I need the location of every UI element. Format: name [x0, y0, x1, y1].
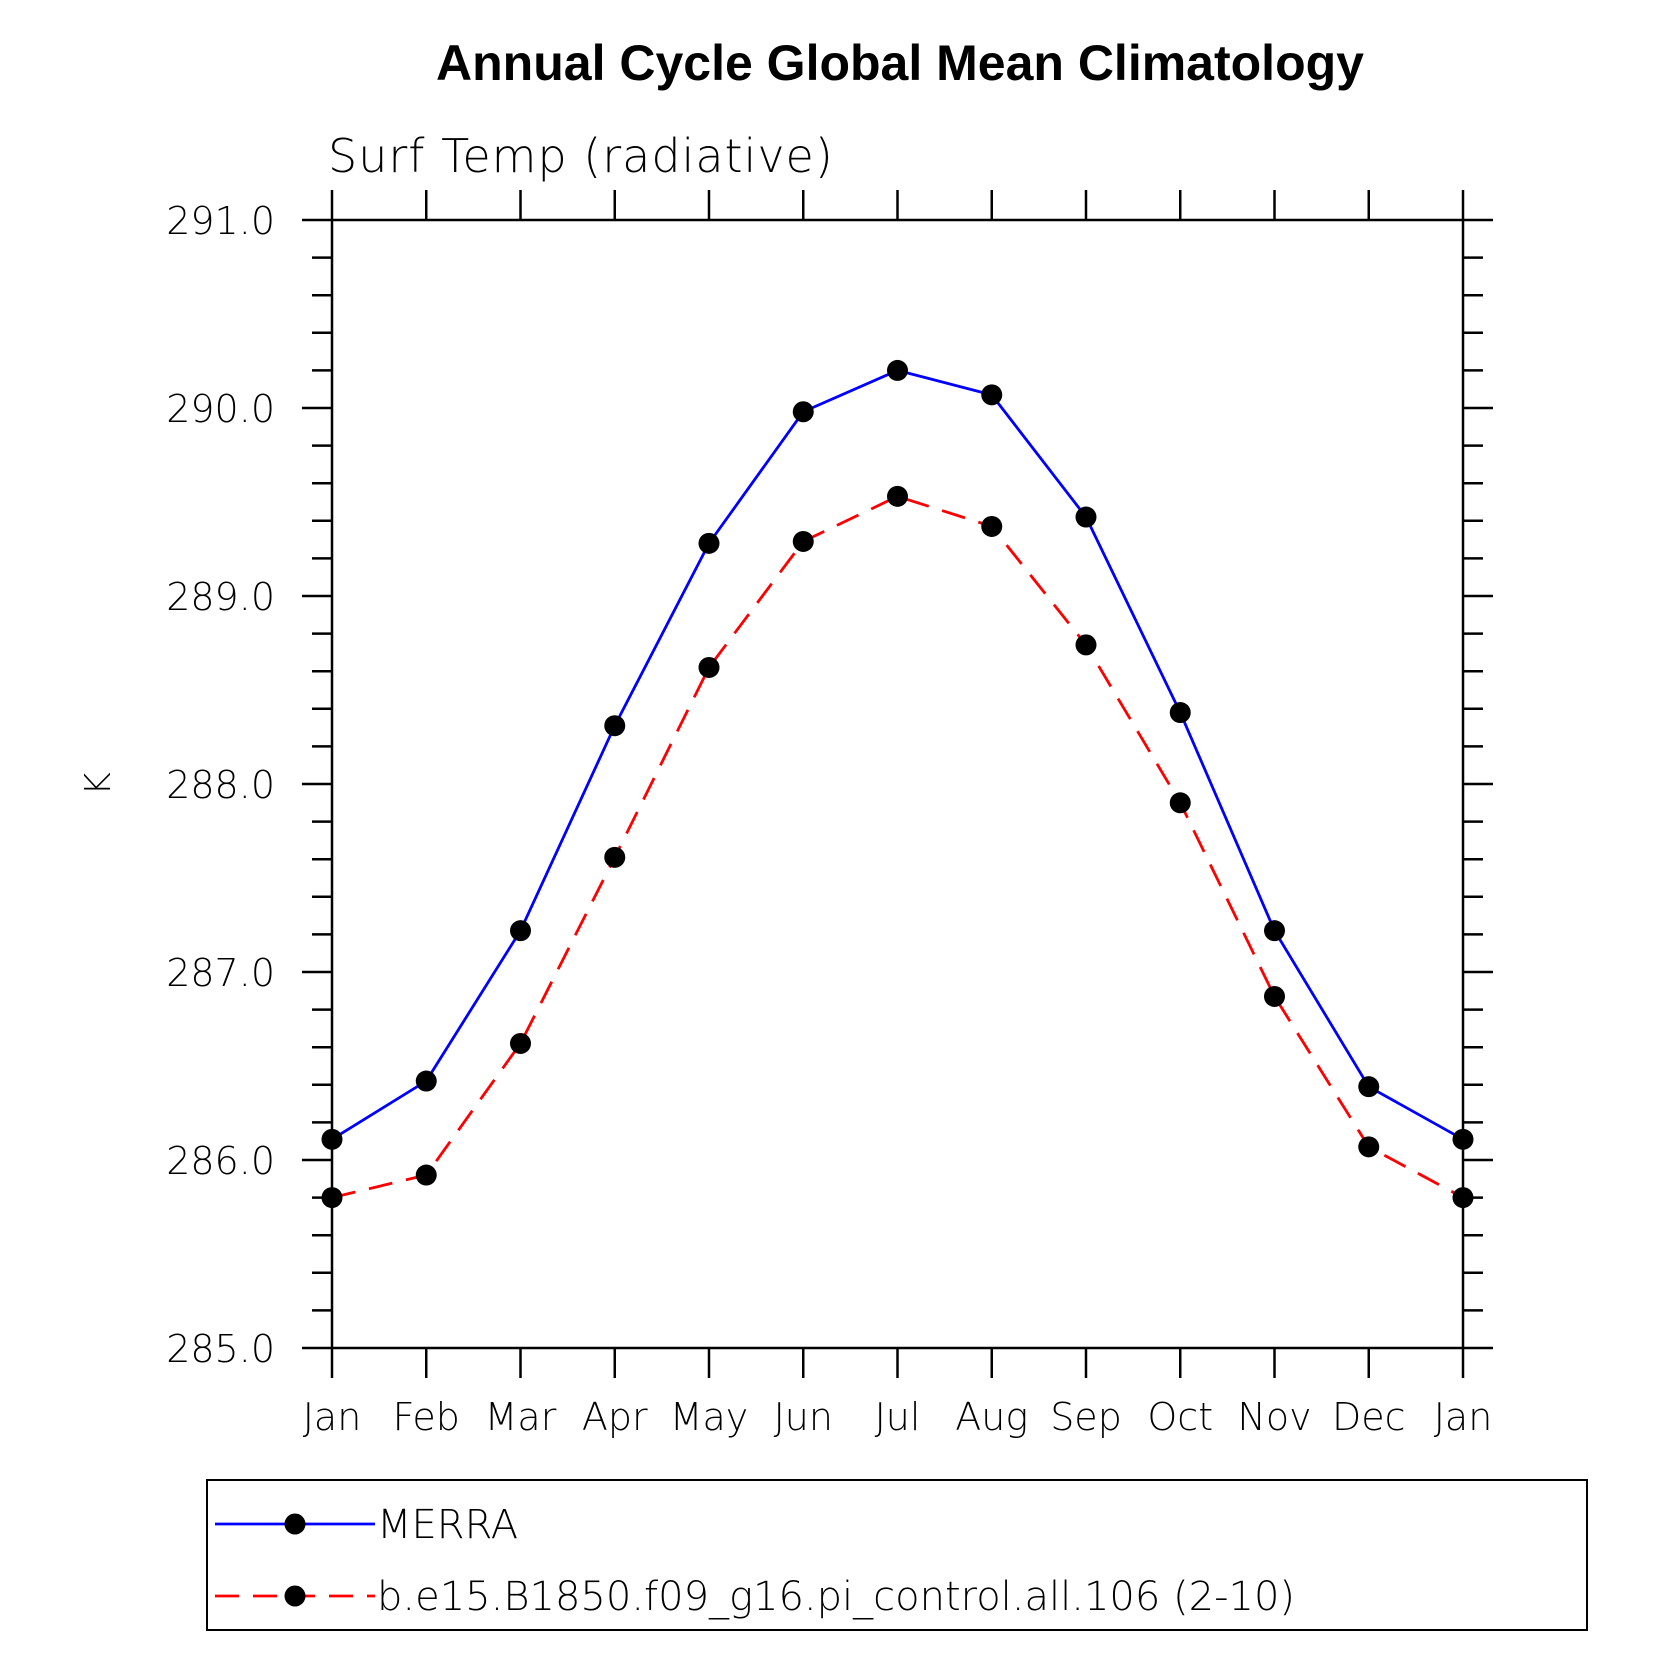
series-2 — [321, 485, 1474, 1209]
y-tick-label: 287.0 — [166, 951, 275, 995]
x-tick-label: Mar — [485, 1395, 557, 1439]
data-point — [604, 846, 626, 868]
y-tick-label: 290.0 — [166, 387, 275, 431]
data-point — [1358, 1076, 1380, 1098]
data-point — [1075, 634, 1097, 656]
data-point — [1169, 702, 1191, 724]
data-point — [604, 715, 626, 737]
x-tick-label: Jun — [774, 1395, 833, 1439]
x-tick-label: Dec — [1332, 1395, 1406, 1439]
x-tick-label: May — [670, 1395, 749, 1439]
chart-subtitle: Surf Temp (radiative) — [328, 129, 834, 183]
data-point — [887, 485, 908, 507]
legend: MERRA b.e15.B1850.f09_g16.pi_control.all.… — [206, 1479, 1588, 1631]
data-point — [1358, 1136, 1380, 1158]
data-point — [510, 920, 531, 942]
data-point — [698, 656, 720, 678]
legend-label: MERRA — [377, 1502, 518, 1548]
data-point — [698, 532, 720, 554]
data-point — [1169, 792, 1191, 814]
series-layer — [321, 359, 1474, 1209]
data-point — [510, 1032, 531, 1054]
y-tick-label: 288.0 — [166, 763, 275, 807]
x-tick-label: Feb — [393, 1395, 460, 1439]
data-point — [792, 401, 814, 423]
y-tick-label: 285.0 — [166, 1327, 275, 1371]
series-1 — [321, 359, 1474, 1150]
data-point — [981, 515, 1003, 537]
data-point — [792, 530, 814, 552]
legend-marker — [284, 1585, 306, 1607]
x-tick-label: Oct — [1147, 1395, 1213, 1439]
series-line — [331, 368, 1464, 1141]
x-tick-label: Nov — [1237, 1395, 1311, 1439]
y-axis-label: K — [78, 772, 119, 796]
y-tick-label: 289.0 — [166, 575, 275, 619]
chart-title: Annual Cycle Global Mean Climatology — [436, 35, 1364, 91]
y-tick-label: 291.0 — [166, 199, 275, 243]
data-point — [1264, 920, 1285, 942]
x-tick-label: Aug — [955, 1395, 1028, 1439]
data-point — [321, 1187, 343, 1209]
x-tick-label: Apr — [582, 1395, 648, 1439]
x-tick-label: Sep — [1050, 1395, 1122, 1439]
data-point — [321, 1128, 343, 1150]
axes: Jan Feb Mar Apr May Jun Jul Aug Sep Oct Nov Dec Jan 2… — [166, 190, 1493, 1439]
legend-label: b.e15.B1850.f09_g16.pi_control.all.106 (… — [377, 1574, 1295, 1620]
data-point — [1452, 1187, 1474, 1209]
x-tick-label: Jan — [1434, 1395, 1493, 1439]
data-point — [1075, 506, 1097, 528]
y-tick-label: 286.0 — [166, 1139, 275, 1183]
data-point — [415, 1070, 437, 1092]
plot-frame — [330, 218, 1465, 1350]
data-point — [1452, 1128, 1474, 1150]
legend-box — [206, 1479, 1588, 1631]
data-point — [887, 359, 908, 381]
x-tick-label: Jul — [875, 1395, 921, 1439]
data-point — [415, 1164, 437, 1186]
legend-marker — [284, 1513, 306, 1535]
data-point — [981, 384, 1003, 406]
series-line — [331, 494, 1464, 1199]
data-point — [1264, 985, 1285, 1007]
x-tick-label: Jan — [303, 1395, 362, 1439]
